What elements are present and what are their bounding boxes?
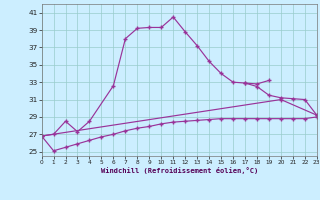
X-axis label: Windchill (Refroidissement éolien,°C): Windchill (Refroidissement éolien,°C) bbox=[100, 167, 258, 174]
